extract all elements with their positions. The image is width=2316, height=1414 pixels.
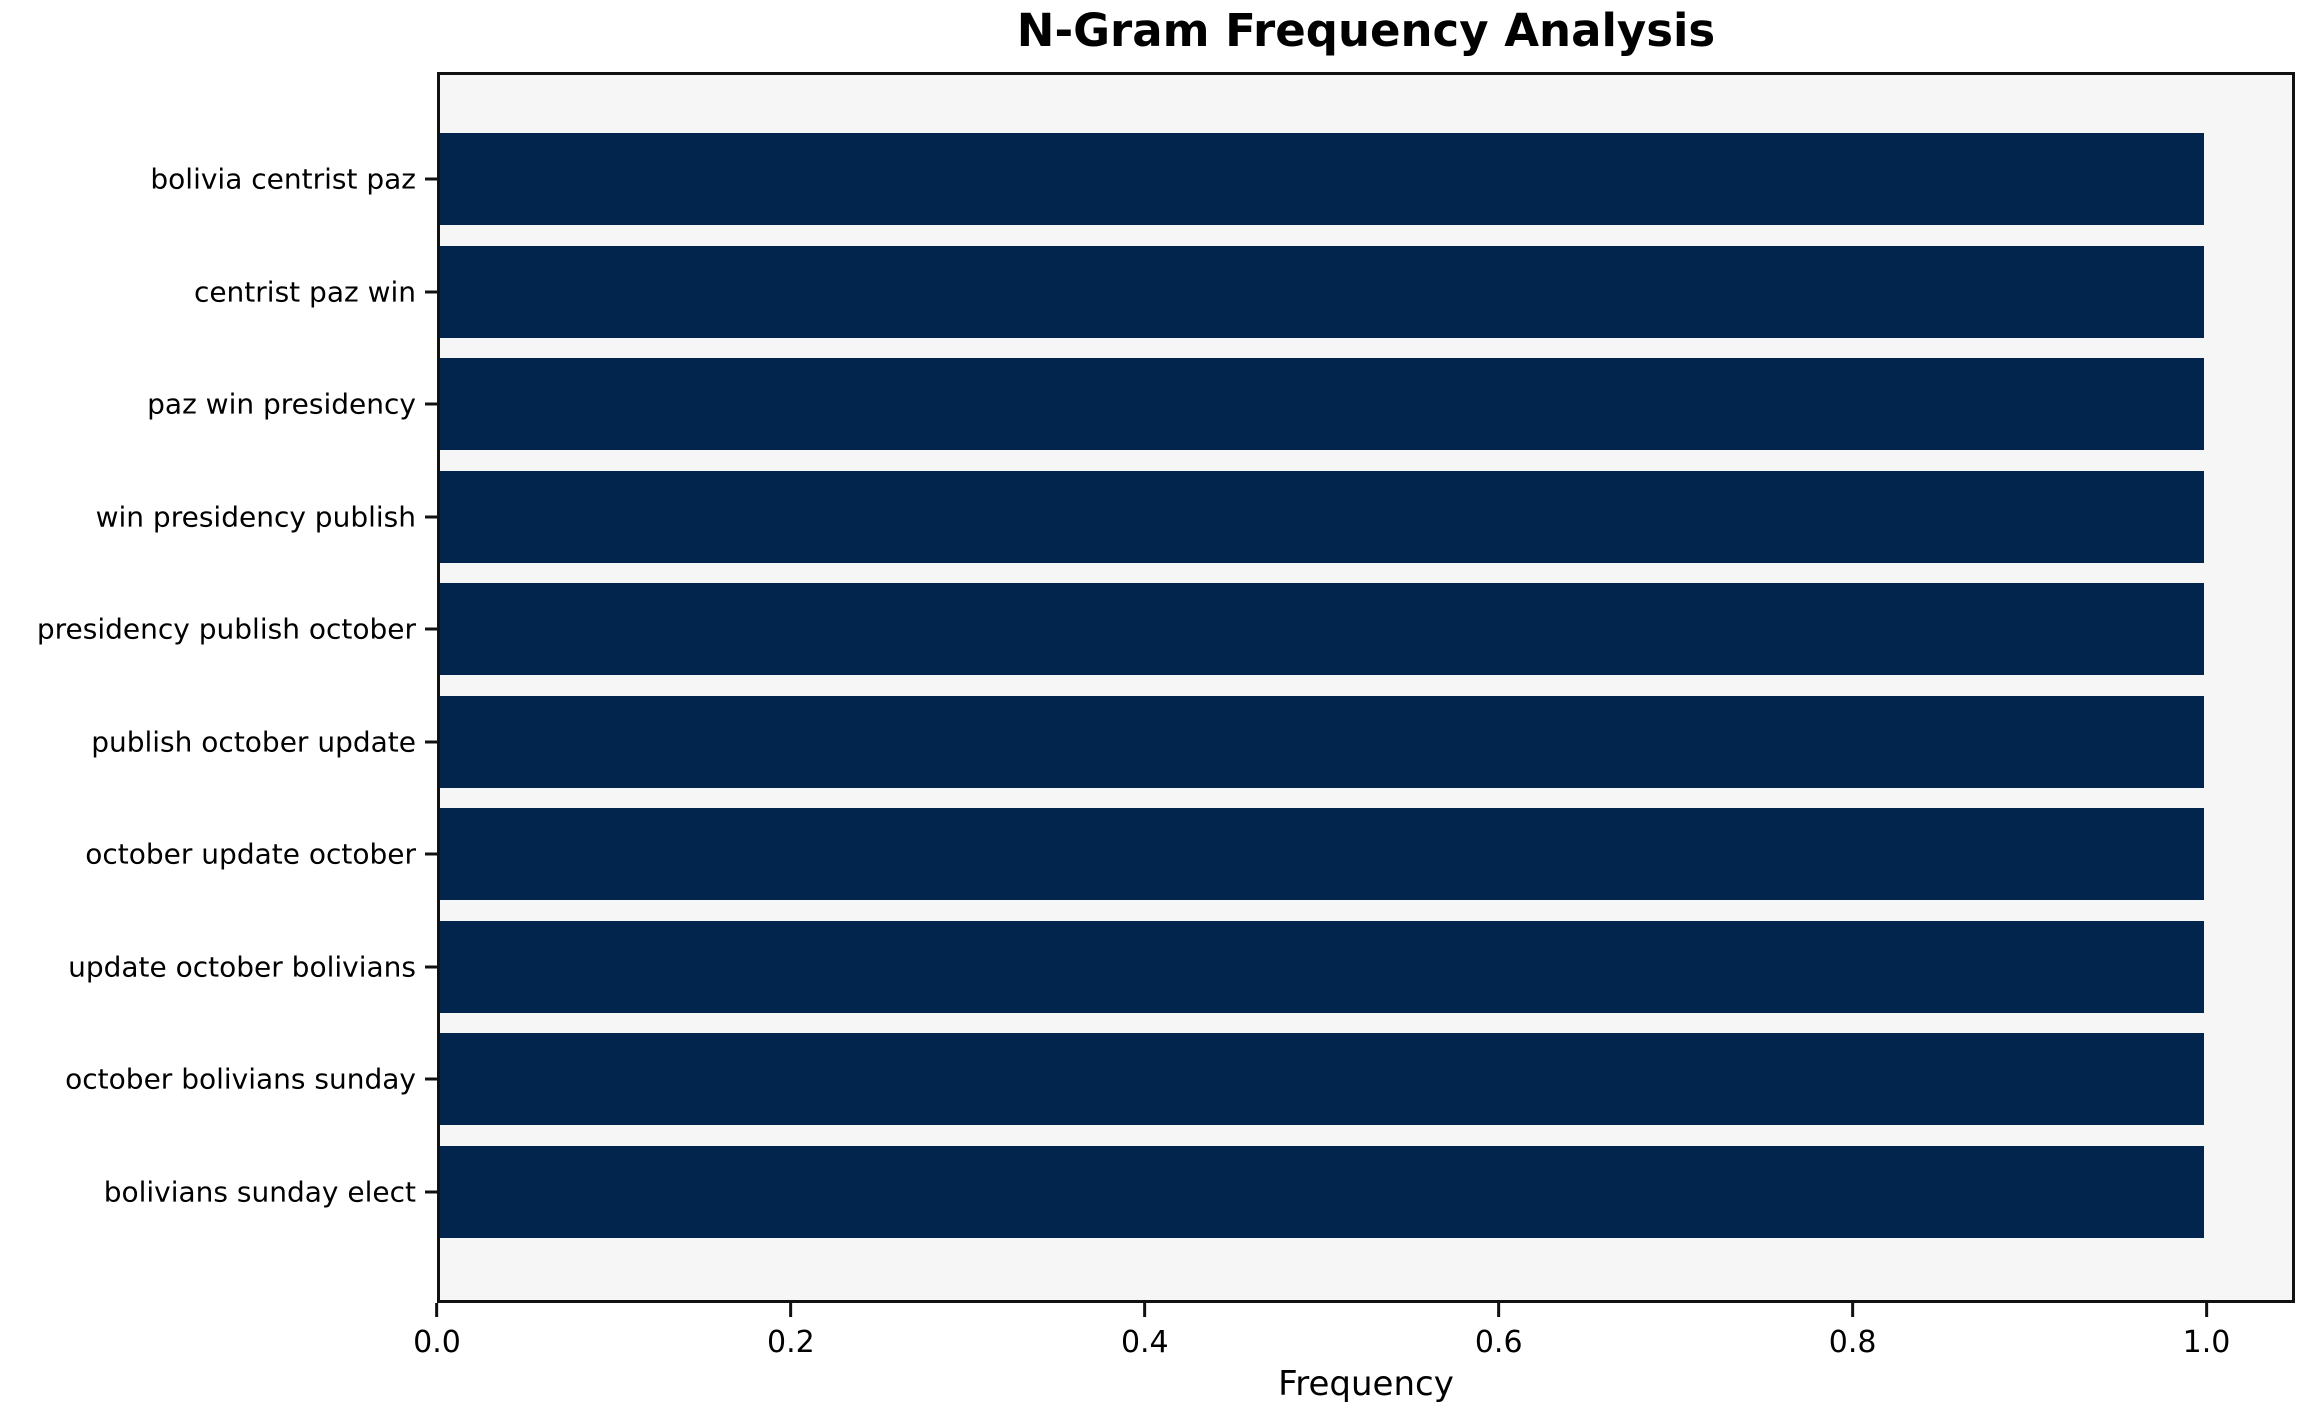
y-tick-mark xyxy=(425,1077,437,1081)
bar-row: bolivians sunday elect xyxy=(104,1136,2292,1249)
bar xyxy=(440,920,2204,1013)
bar-row: october bolivians sunday xyxy=(65,1023,2292,1136)
y-tick-label: october update october xyxy=(85,837,416,871)
x-tick: 0.0 xyxy=(413,1303,461,1360)
y-tick-label: bolivians sunday elect xyxy=(103,1175,416,1209)
y-tick-label: october bolivians sunday xyxy=(65,1062,416,1096)
x-tick: 1.0 xyxy=(2182,1303,2231,1360)
y-tick-label: bolivia centrist paz xyxy=(150,162,416,196)
x-tick-label: 1.0 xyxy=(2182,1325,2231,1360)
y-tick-mark xyxy=(425,515,437,519)
bar xyxy=(440,583,2204,676)
x-axis-title: Frequency xyxy=(1278,1364,1454,1404)
bar xyxy=(440,1033,2204,1126)
x-tick: 0.8 xyxy=(1828,1303,1877,1360)
bar-row: win presidency publish xyxy=(96,461,2292,574)
y-tick-mark xyxy=(425,1190,437,1194)
plot-area: bolivia centrist paz centrist paz win paz … xyxy=(37,72,2295,1303)
bar-row: presidency publish october xyxy=(37,573,2292,686)
x-tick-mark xyxy=(2205,1303,2209,1317)
x-tick-label: 0.0 xyxy=(413,1325,461,1360)
bar xyxy=(440,695,2204,788)
x-tick: 0.4 xyxy=(1121,1303,1169,1360)
y-tick-label: publish october update xyxy=(91,725,416,759)
x-tick-mark xyxy=(1143,1303,1147,1317)
y-tick-mark xyxy=(425,852,437,856)
y-tick-mark xyxy=(425,290,437,294)
y-tick-label: paz win presidency xyxy=(147,387,416,421)
x-tick-mark xyxy=(435,1303,439,1317)
bar-row: october update october xyxy=(85,798,2292,911)
y-tick-label: win presidency publish xyxy=(95,500,416,534)
chart-title: N-Gram Frequency Analysis xyxy=(1016,4,1716,57)
y-tick-mark xyxy=(425,177,437,181)
bar-row: update october bolivians xyxy=(68,911,2292,1024)
y-tick-mark xyxy=(425,627,437,631)
bar xyxy=(440,808,2204,901)
bar xyxy=(440,1145,2204,1238)
y-tick-mark xyxy=(425,965,437,969)
x-tick: 0.6 xyxy=(1475,1303,1523,1360)
bar xyxy=(440,358,2204,451)
x-tick: 0.2 xyxy=(767,1303,815,1360)
x-tick-label: 0.2 xyxy=(767,1325,815,1360)
x-tick-mark xyxy=(1851,1303,1855,1317)
x-tick-mark xyxy=(789,1303,793,1317)
x-tick-label: 0.6 xyxy=(1474,1325,1523,1360)
bar-row: publish october update xyxy=(91,686,2292,799)
bar xyxy=(440,133,2204,226)
bar-row: centrist paz win xyxy=(194,236,2292,349)
y-tick-label: presidency publish october xyxy=(36,612,416,646)
x-tick-mark xyxy=(1497,1303,1501,1317)
y-tick-label: update october bolivians xyxy=(68,950,416,984)
y-tick-mark xyxy=(425,402,437,406)
bar-row: bolivia centrist paz xyxy=(150,123,2292,236)
bar xyxy=(440,245,2204,338)
x-tick-label: 0.8 xyxy=(1828,1325,1877,1360)
y-tick-label: centrist paz win xyxy=(193,275,416,309)
x-tick-label: 0.4 xyxy=(1120,1325,1169,1360)
bar xyxy=(440,470,2204,563)
x-axis: 0.0 0.2 0.4 0.6 0.8 1.0 xyxy=(413,1303,2295,1373)
y-tick-mark xyxy=(425,740,437,744)
bar-row: paz win presidency xyxy=(147,348,2292,461)
bars-container: bolivia centrist paz centrist paz win paz … xyxy=(37,75,2292,1300)
